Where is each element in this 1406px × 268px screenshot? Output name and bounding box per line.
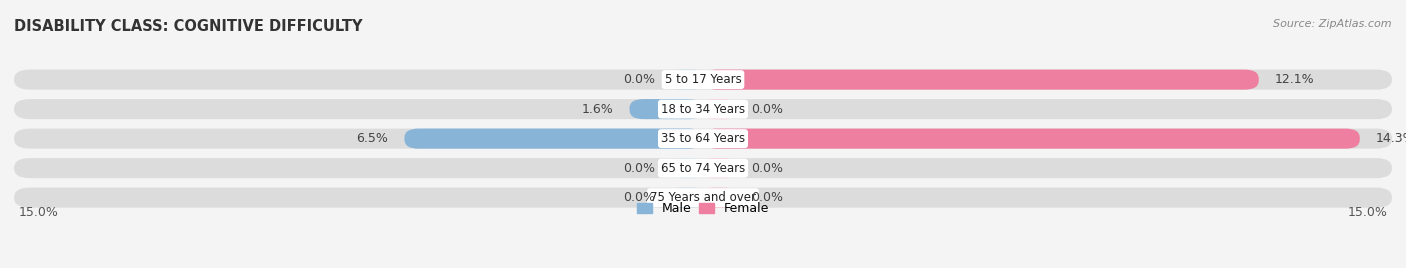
FancyBboxPatch shape bbox=[14, 158, 1392, 178]
FancyBboxPatch shape bbox=[14, 70, 1392, 90]
Text: 14.3%: 14.3% bbox=[1376, 132, 1406, 145]
Text: 18 to 34 Years: 18 to 34 Years bbox=[661, 103, 745, 116]
FancyBboxPatch shape bbox=[703, 188, 735, 208]
FancyBboxPatch shape bbox=[671, 188, 703, 208]
Legend: Male, Female: Male, Female bbox=[637, 202, 769, 215]
Text: 0.0%: 0.0% bbox=[623, 73, 655, 86]
FancyBboxPatch shape bbox=[405, 129, 703, 149]
Text: 15.0%: 15.0% bbox=[18, 206, 59, 219]
FancyBboxPatch shape bbox=[14, 188, 1392, 208]
Text: 35 to 64 Years: 35 to 64 Years bbox=[661, 132, 745, 145]
Text: 75 Years and over: 75 Years and over bbox=[650, 191, 756, 204]
FancyBboxPatch shape bbox=[703, 158, 735, 178]
Text: 1.6%: 1.6% bbox=[582, 103, 613, 116]
FancyBboxPatch shape bbox=[703, 99, 735, 119]
Text: 15.0%: 15.0% bbox=[1347, 206, 1388, 219]
Text: 0.0%: 0.0% bbox=[623, 191, 655, 204]
Text: 6.5%: 6.5% bbox=[357, 132, 388, 145]
FancyBboxPatch shape bbox=[703, 70, 1258, 90]
Text: 0.0%: 0.0% bbox=[751, 162, 783, 175]
Text: 0.0%: 0.0% bbox=[623, 162, 655, 175]
FancyBboxPatch shape bbox=[703, 129, 1360, 149]
Text: 0.0%: 0.0% bbox=[751, 191, 783, 204]
FancyBboxPatch shape bbox=[14, 99, 1392, 119]
Text: 65 to 74 Years: 65 to 74 Years bbox=[661, 162, 745, 175]
Text: 0.0%: 0.0% bbox=[751, 103, 783, 116]
FancyBboxPatch shape bbox=[671, 158, 703, 178]
FancyBboxPatch shape bbox=[671, 70, 703, 90]
FancyBboxPatch shape bbox=[14, 129, 1392, 149]
Text: 5 to 17 Years: 5 to 17 Years bbox=[665, 73, 741, 86]
Text: 12.1%: 12.1% bbox=[1275, 73, 1315, 86]
FancyBboxPatch shape bbox=[630, 99, 703, 119]
Text: DISABILITY CLASS: COGNITIVE DIFFICULTY: DISABILITY CLASS: COGNITIVE DIFFICULTY bbox=[14, 19, 363, 34]
Text: Source: ZipAtlas.com: Source: ZipAtlas.com bbox=[1274, 19, 1392, 29]
